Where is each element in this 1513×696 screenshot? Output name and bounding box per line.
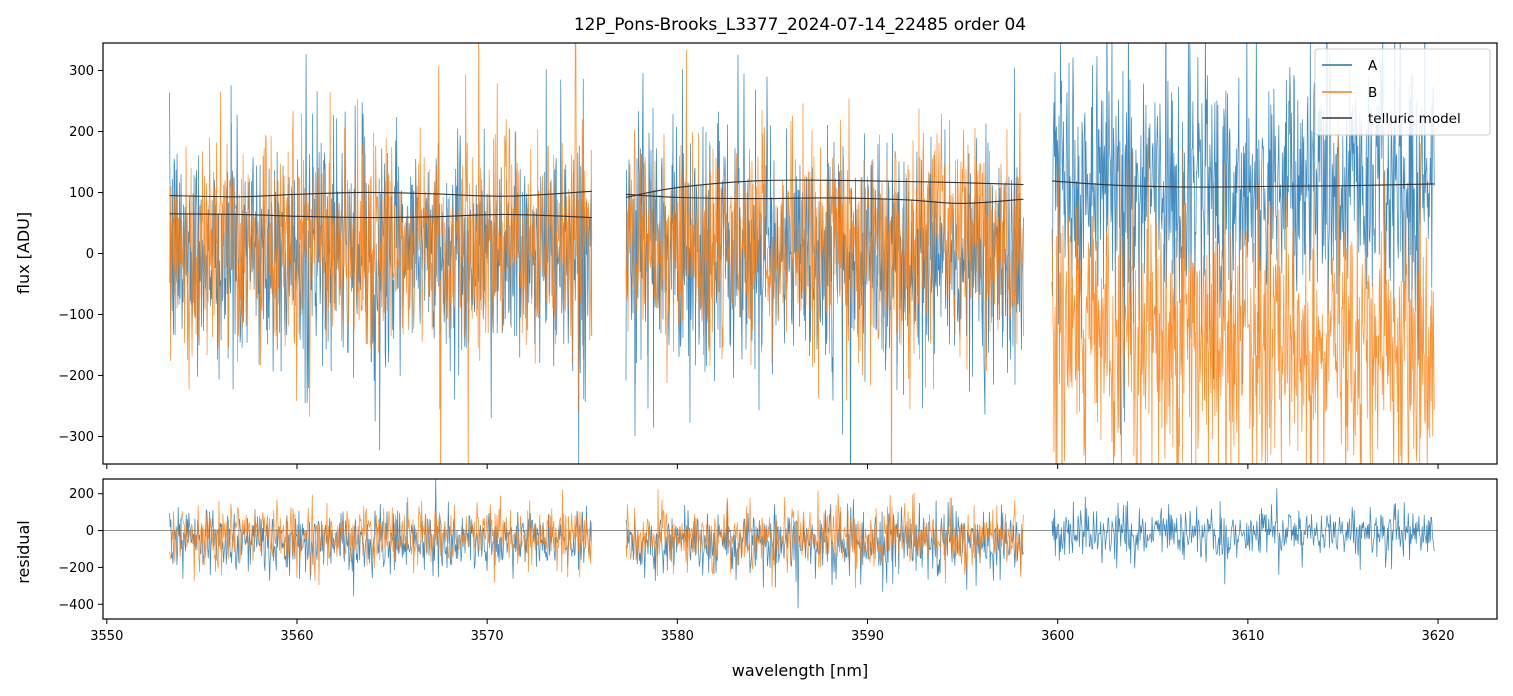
flux-series-b-segment-1: [169, 43, 593, 464]
x-tick-label: 3620: [1421, 629, 1454, 644]
x-axis-label: wavelength [nm]: [732, 661, 869, 680]
x-tick-label: 3600: [1041, 629, 1074, 644]
residual-y-ticks: −400 −200 0 200: [58, 487, 103, 613]
flux-y-axis-label: flux [ADU]: [14, 212, 33, 294]
flux-series-b-segment-2: [625, 49, 1024, 464]
x-tick-label: 3550: [90, 629, 123, 644]
residual-series-a-segment-1: [169, 479, 592, 597]
legend: A B telluric model: [1314, 48, 1491, 136]
telluric-model-curve-3-1: [1051, 180, 1435, 188]
flux-y-tick-label: 0: [86, 247, 94, 262]
telluric-model-curve-1-1: [169, 190, 592, 198]
residual-plot-area: [103, 479, 1497, 609]
flux-y-tick-label: 200: [69, 125, 94, 140]
legend-label-b: B: [1368, 85, 1377, 101]
flux-x-ticks: [106, 464, 1439, 469]
flux-series-a-segment-1: [169, 54, 593, 464]
x-tick-label: 3580: [661, 629, 694, 644]
flux-plot-area: [169, 43, 1435, 464]
residual-x-ticks: 3550 3560 3570 3580 3590 3600 3610 3620: [90, 619, 1455, 644]
flux-y-tick-label: 100: [69, 186, 94, 201]
residual-series-b-segment-2: [625, 489, 1024, 589]
legend-label-a: A: [1368, 58, 1378, 74]
x-tick-label: 3570: [471, 629, 504, 644]
flux-y-tick-label: 300: [69, 64, 94, 79]
residual-y-tick-label: −400: [58, 598, 94, 613]
x-tick-label: 3590: [851, 629, 884, 644]
flux-y-tick-label: −100: [58, 308, 94, 323]
legend-box: [1314, 48, 1491, 136]
residual-y-tick-label: 200: [69, 487, 94, 502]
flux-y-tick-label: −300: [58, 430, 94, 445]
flux-y-tick-label: −200: [58, 369, 94, 384]
flux-series-b-segment-3: [1051, 111, 1435, 464]
residual-series-a-segment-3: [1051, 488, 1435, 585]
telluric-model-curve-2-1: [625, 179, 1024, 198]
residual-y-tick-label: −200: [58, 561, 94, 576]
flux-y-ticks: −300 −200 −100 0 100 200 300: [58, 64, 103, 445]
x-tick-label: 3610: [1231, 629, 1264, 644]
legend-label-telluric: telluric model: [1368, 111, 1461, 127]
chart-title: 12P_Pons-Brooks_L3377_2024-07-14_22485 o…: [574, 15, 1026, 35]
residual-y-axis-label: residual: [14, 520, 33, 583]
residual-series-b-segment-1: [169, 489, 593, 585]
x-tick-label: 3560: [280, 629, 313, 644]
telluric-model-curve-1-2: [169, 213, 592, 219]
telluric-model-curve-2-2: [625, 193, 1024, 205]
residual-axes-frame: [102, 478, 1498, 620]
residual-y-tick-label: 0: [86, 524, 94, 539]
